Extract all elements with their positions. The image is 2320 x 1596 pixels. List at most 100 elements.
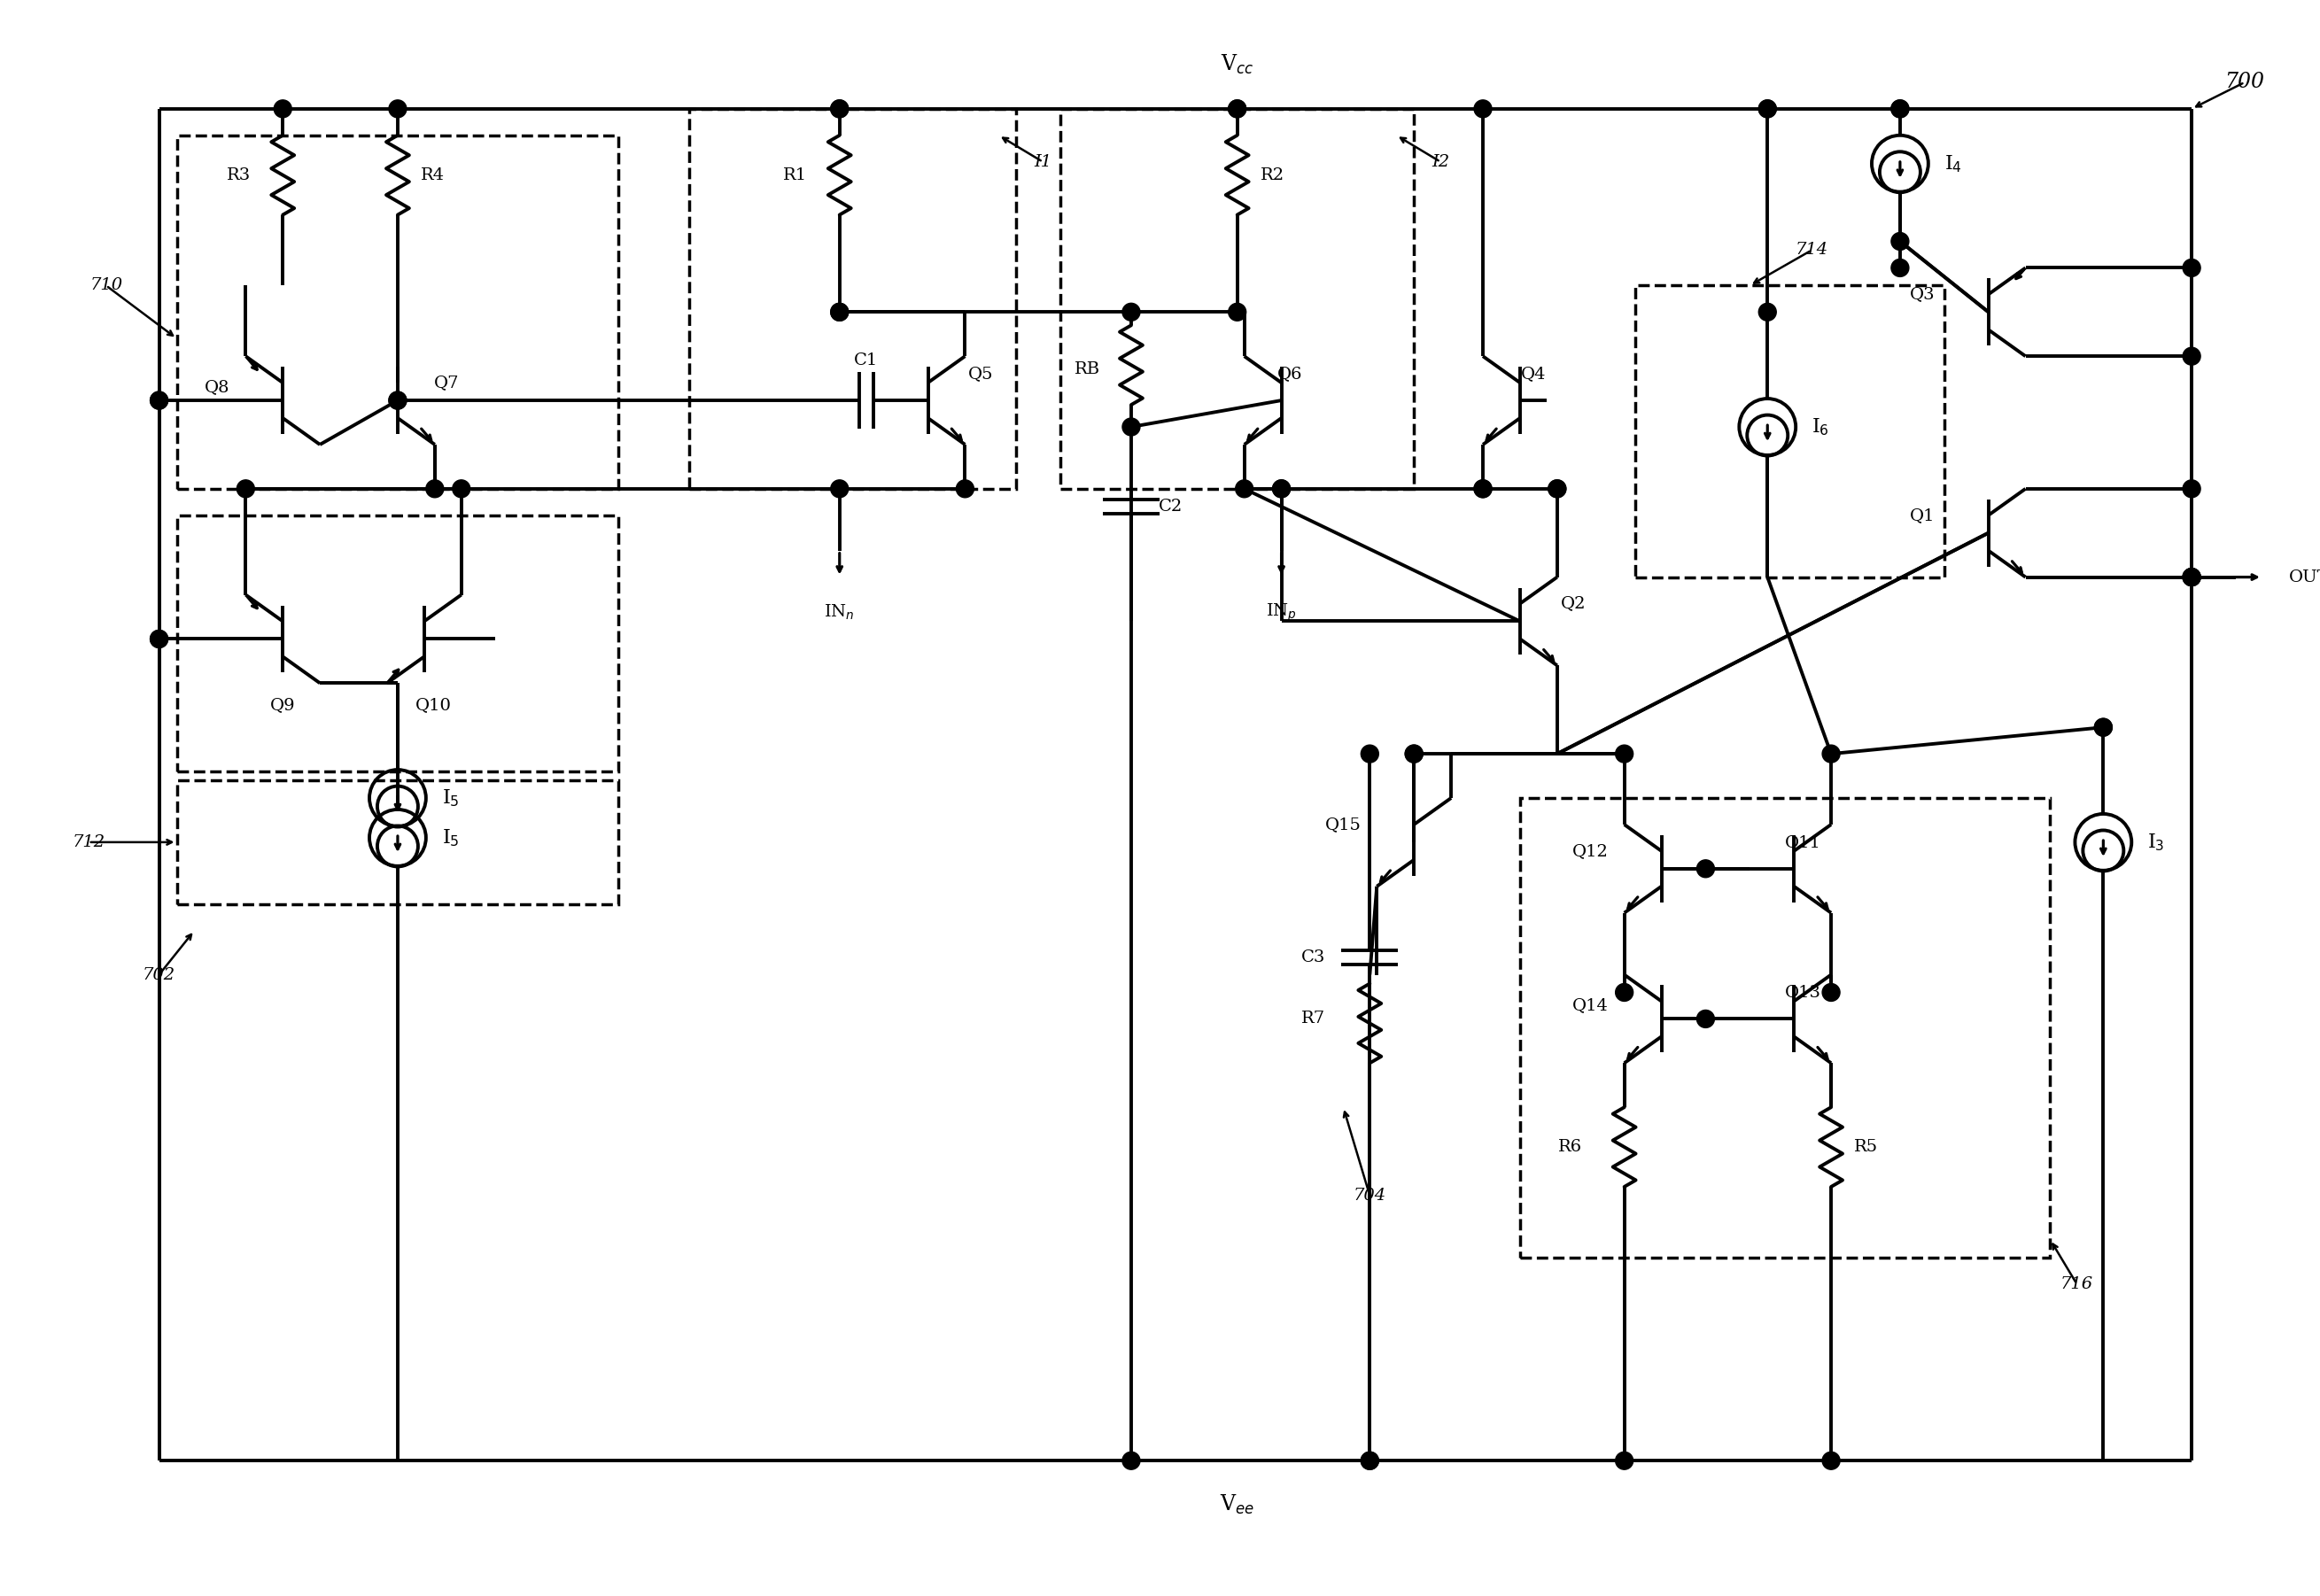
Circle shape — [2183, 259, 2199, 276]
Circle shape — [1473, 480, 1492, 498]
Text: Q7: Q7 — [434, 375, 459, 391]
Circle shape — [1473, 480, 1492, 498]
Circle shape — [1891, 233, 1909, 251]
Text: Q9: Q9 — [269, 697, 295, 713]
Circle shape — [1274, 480, 1290, 498]
Circle shape — [452, 480, 471, 498]
Circle shape — [1696, 1010, 1714, 1028]
Text: 702: 702 — [142, 967, 176, 983]
Text: Q1: Q1 — [1909, 508, 1935, 523]
Text: 710: 710 — [90, 278, 123, 294]
Text: I$_4$: I$_4$ — [1944, 153, 1963, 174]
Circle shape — [1891, 101, 1909, 118]
Circle shape — [427, 480, 443, 498]
Circle shape — [831, 480, 849, 498]
Text: R6: R6 — [1557, 1140, 1582, 1156]
Bar — [1060, 109, 1413, 488]
Circle shape — [1237, 480, 1253, 498]
Text: IN$_p$: IN$_p$ — [1267, 602, 1297, 624]
Text: Q15: Q15 — [1325, 817, 1362, 833]
Circle shape — [1891, 259, 1909, 276]
Circle shape — [1406, 745, 1422, 763]
Text: IN$_n$: IN$_n$ — [824, 603, 854, 622]
Text: R2: R2 — [1260, 168, 1285, 184]
Text: 704: 704 — [1353, 1187, 1387, 1203]
Text: R7: R7 — [1302, 1010, 1325, 1026]
Text: C2: C2 — [1160, 498, 1183, 514]
Circle shape — [1123, 303, 1139, 321]
Text: I$_6$: I$_6$ — [1812, 417, 1828, 437]
Bar — [1520, 798, 2051, 1258]
Circle shape — [2095, 718, 2111, 736]
Circle shape — [1821, 745, 1840, 763]
Circle shape — [831, 101, 849, 118]
Text: 714: 714 — [1796, 243, 1828, 259]
Text: Q11: Q11 — [1784, 835, 1821, 851]
Circle shape — [1696, 860, 1714, 878]
Circle shape — [1759, 303, 1777, 321]
Circle shape — [1362, 1452, 1378, 1470]
Text: I$_3$: I$_3$ — [2148, 832, 2165, 852]
Bar — [176, 136, 619, 488]
Text: 700: 700 — [2225, 72, 2264, 93]
Circle shape — [831, 101, 849, 118]
Circle shape — [1362, 745, 1378, 763]
Bar — [1636, 286, 1944, 578]
Text: Q12: Q12 — [1573, 843, 1608, 859]
Circle shape — [1759, 101, 1777, 118]
Circle shape — [1615, 745, 1633, 763]
Circle shape — [1547, 480, 1566, 498]
Circle shape — [1227, 101, 1246, 118]
Circle shape — [1123, 418, 1139, 436]
Circle shape — [1821, 1452, 1840, 1470]
Text: Q5: Q5 — [967, 365, 993, 381]
Text: 716: 716 — [2060, 1275, 2093, 1291]
Text: OUT: OUT — [2290, 570, 2320, 586]
Circle shape — [1362, 1452, 1378, 1470]
Circle shape — [1227, 101, 1246, 118]
Circle shape — [2183, 348, 2199, 365]
Text: Q6: Q6 — [1278, 365, 1304, 381]
Circle shape — [151, 630, 167, 648]
Text: Q3: Q3 — [1909, 286, 1935, 302]
Circle shape — [1274, 480, 1290, 498]
Text: Q8: Q8 — [204, 380, 230, 396]
Text: R4: R4 — [420, 168, 445, 184]
Text: Q14: Q14 — [1573, 998, 1608, 1013]
Circle shape — [1227, 303, 1246, 321]
Circle shape — [151, 391, 167, 409]
Circle shape — [1615, 1452, 1633, 1470]
Circle shape — [1615, 983, 1633, 1001]
Circle shape — [151, 391, 167, 409]
Circle shape — [831, 303, 849, 321]
Text: C1: C1 — [854, 353, 879, 369]
Text: R1: R1 — [784, 168, 807, 184]
Text: Q13: Q13 — [1784, 985, 1821, 1001]
Text: Q4: Q4 — [1520, 365, 1545, 381]
Bar — [689, 109, 1016, 488]
Text: 712: 712 — [72, 835, 104, 851]
Circle shape — [1547, 480, 1566, 498]
Circle shape — [2095, 718, 2111, 736]
Circle shape — [2183, 568, 2199, 586]
Text: I$_5$: I$_5$ — [441, 827, 459, 847]
Text: I2: I2 — [1431, 153, 1450, 169]
Text: I1: I1 — [1035, 153, 1051, 169]
Circle shape — [956, 480, 974, 498]
Text: V$_{ee}$: V$_{ee}$ — [1220, 1494, 1255, 1516]
Circle shape — [390, 391, 406, 409]
Circle shape — [1759, 101, 1777, 118]
Circle shape — [1123, 1452, 1139, 1470]
Text: I$_5$: I$_5$ — [441, 787, 459, 809]
Circle shape — [1406, 745, 1422, 763]
Circle shape — [831, 303, 849, 321]
Text: Q2: Q2 — [1561, 595, 1585, 611]
Bar — [176, 516, 619, 771]
Text: RB: RB — [1074, 361, 1100, 377]
Text: C3: C3 — [1302, 950, 1325, 966]
Circle shape — [151, 630, 167, 648]
Text: R3: R3 — [227, 168, 251, 184]
Text: Q10: Q10 — [415, 697, 450, 713]
Circle shape — [237, 480, 255, 498]
Text: R5: R5 — [1854, 1140, 1879, 1156]
